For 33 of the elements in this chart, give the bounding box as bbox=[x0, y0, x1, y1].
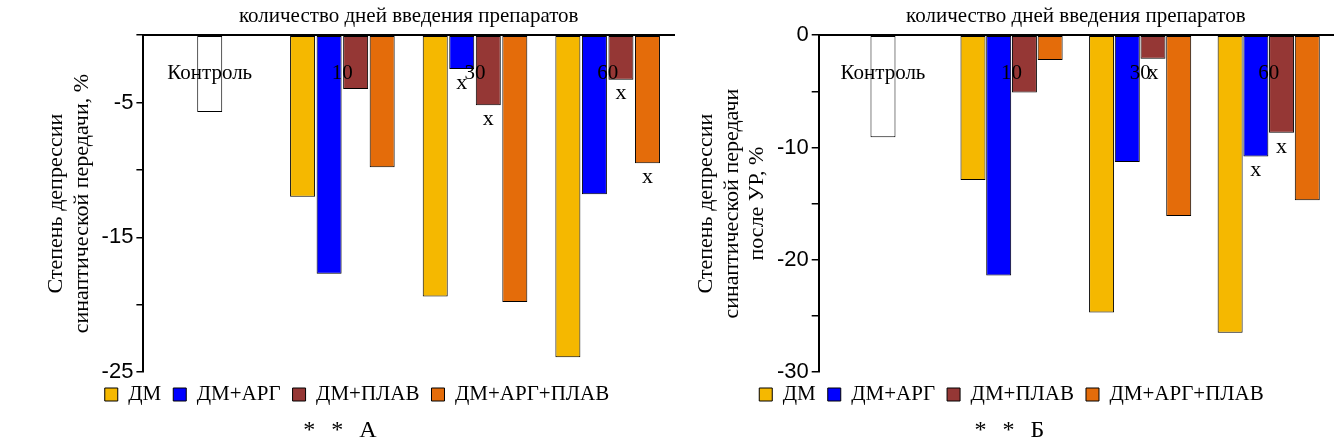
y-tick-label: -20 bbox=[776, 245, 809, 271]
x-axis-title: количество дней введения препаратов bbox=[906, 3, 1246, 28]
text: Б bbox=[1030, 415, 1045, 443]
x-tick-label: 60 bbox=[1258, 60, 1280, 85]
x-tick-label: Контроль bbox=[840, 60, 926, 85]
legend-label: ДМ bbox=[128, 381, 162, 406]
legend-label: ДМ+АРГ+ПЛАВ bbox=[455, 381, 610, 406]
x-axis-title: количество дней введения препаратов bbox=[238, 3, 579, 28]
legend-label: ДМ+ПЛАВ bbox=[316, 381, 420, 406]
y-tick-label: -30 bbox=[776, 358, 809, 384]
annotation: x bbox=[482, 105, 494, 131]
legend-label: ДМ+АРГ bbox=[851, 381, 936, 406]
y-axis-title: Степень депрессии синаптической передачи, % bbox=[42, 74, 93, 334]
legend-label: ДМ bbox=[782, 381, 817, 406]
text: * bbox=[974, 415, 987, 443]
annotation: x bbox=[1276, 132, 1288, 158]
text: * bbox=[331, 415, 344, 443]
annotation: x bbox=[641, 162, 653, 188]
y-tick-label: -15 bbox=[101, 223, 134, 249]
legend-label: ДМ+АРГ bbox=[196, 381, 281, 406]
text: А bbox=[359, 415, 377, 443]
y-axis-title: Степень депрессии синаптической передачи после УР, % bbox=[692, 88, 769, 319]
y-tick-label: -25 bbox=[101, 358, 134, 384]
legend-label: ДМ+ПЛАВ bbox=[970, 381, 1074, 406]
x-tick-label: 10 bbox=[1001, 60, 1023, 85]
annotation: x bbox=[1250, 156, 1262, 182]
x-tick-label: 10 bbox=[331, 60, 353, 85]
text: * bbox=[303, 415, 316, 443]
y-tick-label: -5 bbox=[113, 88, 134, 114]
y-tick-label: -10 bbox=[776, 133, 809, 159]
text: * bbox=[1002, 415, 1015, 443]
y-tick-label: 0 bbox=[796, 21, 809, 47]
legend-label: ДМ+АРГ+ПЛАВ bbox=[1109, 381, 1264, 406]
